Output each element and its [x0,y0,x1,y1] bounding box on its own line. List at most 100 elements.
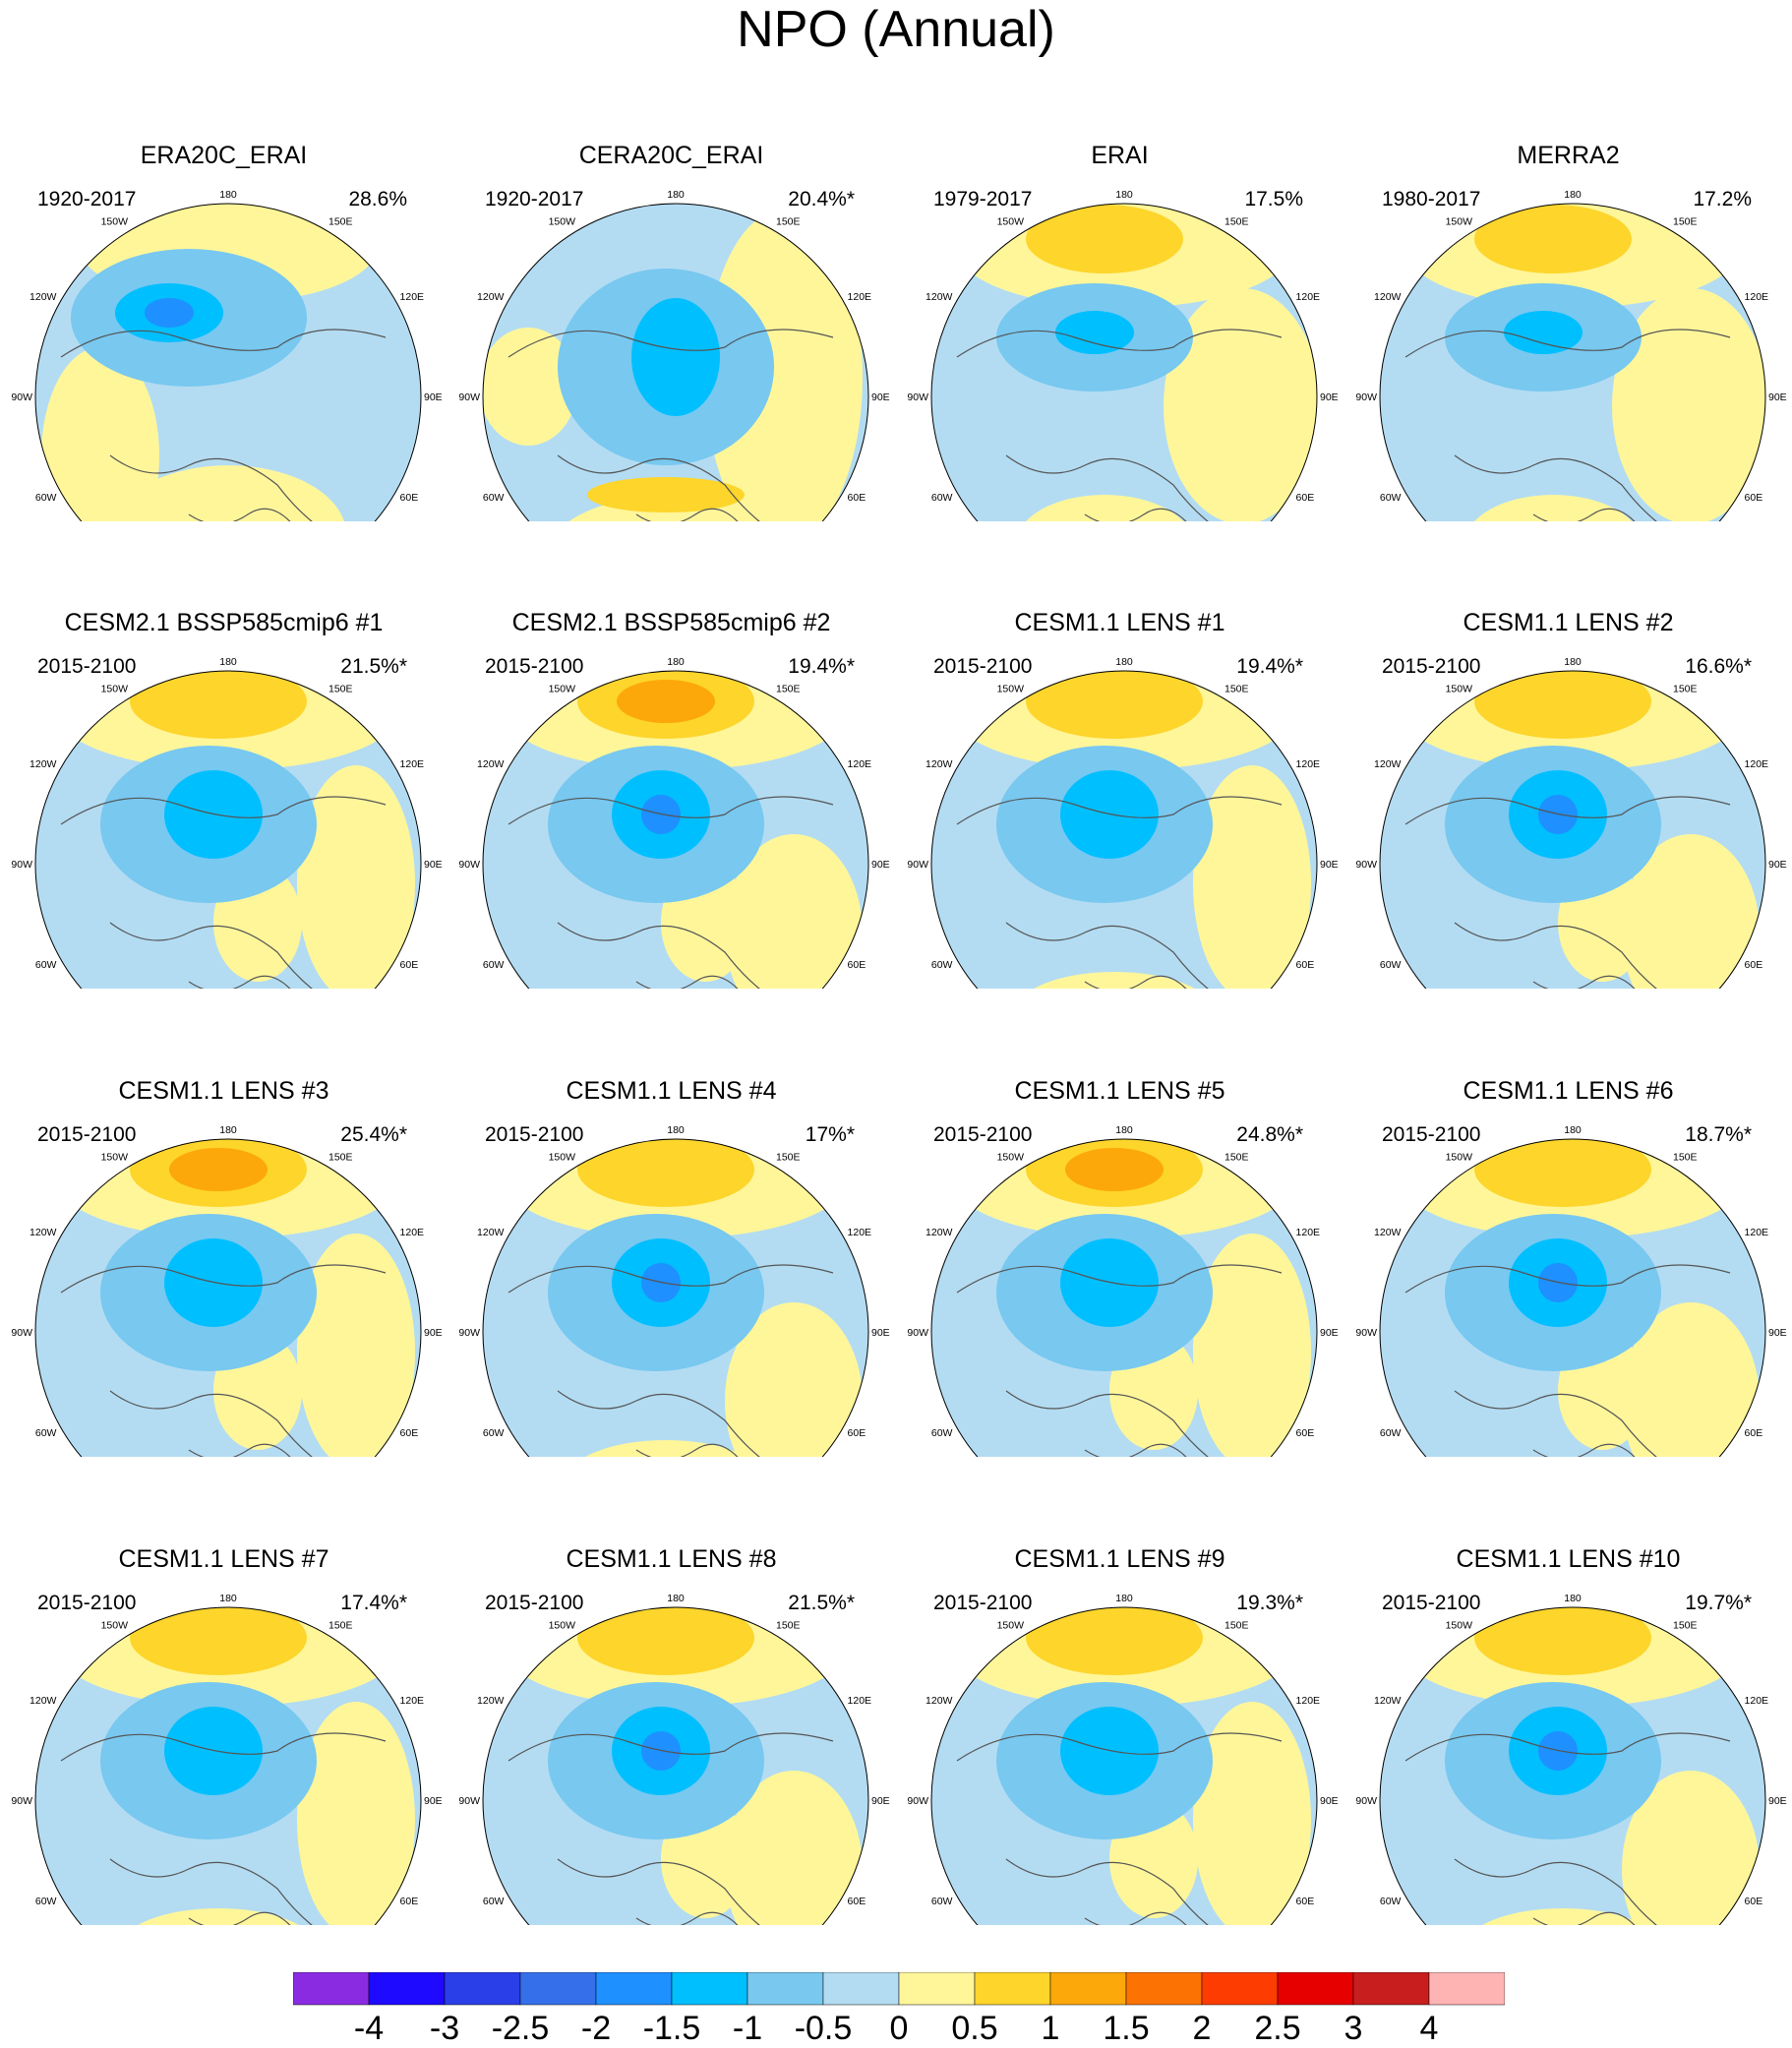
polar-map: 180090W90E120W150W150E120E60W30W30E60E [1355,1124,1787,1457]
polar-map: 180090W90E120W150W150E120E60W30W30E60E [907,1124,1339,1457]
map-border [930,1606,1318,1925]
longitude-label: 90W [11,859,32,871]
longitude-label: 120W [477,1695,505,1707]
longitude-label: 60W [931,1896,953,1907]
longitude-label: 150W [101,1151,129,1163]
coastline [956,1732,1283,1925]
anomaly-contour [297,1702,415,1925]
anomaly-contour [110,465,346,521]
panel-variance-percent: 19.4%* [1236,655,1303,678]
panel-title: CESM1.1 LENS #1 [1014,609,1225,636]
longitude-label: 180 [1115,1593,1133,1604]
longitude-label: 90W [907,392,928,403]
longitude-label: 60W [35,959,57,971]
colorbar-swatch [444,1972,521,2006]
colorbar-swatch [1428,1972,1505,2006]
longitude-label: 60W [35,1427,57,1439]
longitude-label: 180 [219,656,237,668]
longitude-label: 180 [219,189,237,201]
longitude-label: 120W [30,291,57,303]
longitude-label: 60E [848,1896,866,1907]
longitude-label: 90E [1320,1795,1339,1807]
coastline [1404,1264,1731,1457]
colorbar-tick-label: 2.5 [1254,2010,1301,2047]
longitude-label: 60W [931,492,953,504]
longitude-label: 150E [1225,683,1249,694]
colorbar-tick-label: -1.5 [642,2010,701,2047]
longitude-label: 180 [219,1124,237,1136]
longitude-label: 120E [1745,291,1769,303]
panel-title: CESM1.1 LENS #7 [118,1545,329,1573]
longitude-label: 60W [483,492,505,504]
longitude-label: 90E [871,392,890,403]
panel-period: 2015-2100 [37,1592,137,1614]
longitude-label: 180 [1115,1124,1133,1136]
longitude-label: 60E [848,492,866,504]
coastline [508,796,834,989]
polar-map: 180090W90E120W150W150E120E60W30W30E60E [907,189,1339,521]
longitude-label: 150E [776,1619,801,1631]
longitude-label: 60W [1380,1896,1402,1907]
longitude-label: 150W [549,1619,576,1631]
panel-variance-percent: 20.4%* [788,188,855,211]
coastline [1404,1732,1731,1925]
longitude-label: 180 [1564,1593,1582,1604]
longitude-label: 150E [329,215,353,227]
longitude-label: 150W [549,215,576,227]
panel-title: CESM1.1 LENS #5 [1014,1077,1225,1105]
panel-variance-percent: 19.4%* [788,655,855,678]
longitude-label: 150E [329,1151,353,1163]
panel-title: CESM2.1 BSSP585cmip6 #1 [64,609,384,636]
longitude-label: 90W [1355,1795,1377,1807]
longitude-label: 120W [1374,1695,1402,1707]
longitude-label: 120W [30,1227,57,1238]
longitude-label: 120W [926,758,953,770]
longitude-label: 120W [477,291,505,303]
longitude-label: 150E [329,683,353,694]
panel-title: CESM2.1 BSSP585cmip6 #2 [511,609,831,636]
panel-variance-percent: 24.8%* [1236,1123,1303,1146]
map-panel: 180090W90E120W150W150E120E60W30W30E60ECE… [448,990,895,1457]
longitude-label: 120E [848,291,872,303]
longitude-label: 90W [1355,1327,1377,1339]
colorbar [293,1972,1505,2006]
longitude-label: 60W [931,959,953,971]
longitude-label: 90W [458,1327,480,1339]
longitude-label: 60E [1296,1896,1315,1907]
map-panel: 180090W90E120W150W150E120E60W30W30E60E CE… [896,990,1344,1457]
panel-variance-percent: 17%* [805,1123,855,1146]
colorbar-tick-label: 0 [889,2010,909,2047]
panel-title: CESM1.1 LENS #2 [1463,609,1674,636]
polar-map: 180090W90E120W150W150E120E60W30W30E60E [1355,1593,1787,1925]
anomaly-contour [1612,288,1765,521]
map-panel: 180090W90E120W150W150E120E60W30W30E60ECE… [1344,521,1792,989]
longitude-label: 150E [776,215,801,227]
panel-title: CESM1.1 LENS #10 [1456,1545,1681,1573]
coastline [60,1264,387,1457]
panel-variance-percent: 17.5% [1244,188,1303,211]
colorbar-swatch [747,1972,824,2006]
longitude-label: 60W [1380,959,1402,971]
anomaly-contour [297,765,415,989]
polar-map: 180090W90E120W150W150E120E60W30W30E60E [11,1124,443,1457]
anomaly-contour [1016,495,1193,521]
colorbar-tick-label: 4 [1419,2010,1439,2047]
map-border [482,1606,869,1925]
longitude-label: 60E [848,1427,866,1439]
longitude-label: 60W [35,492,57,504]
longitude-label: 60E [400,1896,419,1907]
map-border [930,203,1318,521]
panel-variance-percent: 16.6%* [1685,655,1752,678]
map-border [1379,670,1766,989]
panel-variance-percent: 25.4%* [340,1123,407,1146]
anomaly-contour [587,477,745,512]
longitude-label: 60W [483,1896,505,1907]
longitude-label: 90W [1355,859,1377,871]
longitude-label: 60E [1745,1896,1763,1907]
longitude-label: 180 [1115,656,1133,668]
longitude-label: 120E [400,758,425,770]
anomaly-contour [130,1607,307,1675]
anomaly-contour [705,210,863,521]
map-panel: 180090W90E120W150W150E120E60W30W30E60EER… [896,54,1344,521]
coastline [60,329,387,521]
